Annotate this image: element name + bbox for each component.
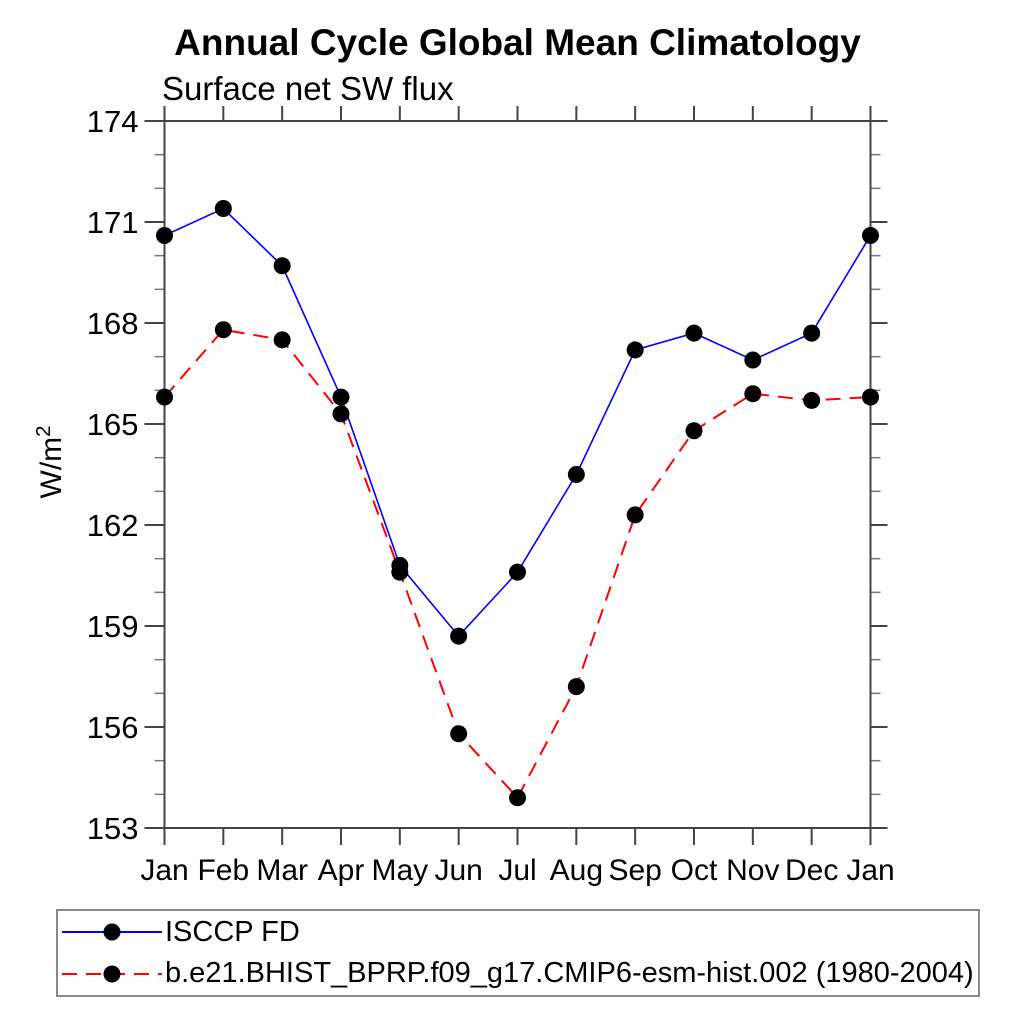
y-tick-label-168: 168 — [87, 306, 139, 341]
x-tick-label-7-Aug: Aug — [550, 854, 603, 887]
y-tick-label-162: 162 — [87, 508, 139, 543]
y-tick-label-174: 174 — [87, 104, 139, 139]
x-tick-label-2-Mar: Mar — [256, 854, 308, 887]
data-point-isccp-fd-Oct-9 — [685, 324, 703, 342]
x-tick-label-3-Apr: Apr — [318, 854, 365, 887]
data-point-model-run-Dec-11 — [803, 391, 821, 409]
x-tick-label-0-Jan: Jan — [140, 854, 188, 887]
legend-sample-solid-blue-line — [62, 923, 162, 941]
data-point-model-run-May-4 — [391, 563, 409, 581]
x-tick-label-9-Oct: Oct — [671, 854, 718, 887]
legend-sample-dashed-red-line — [62, 965, 162, 983]
data-point-isccp-fd-Mar-2 — [273, 257, 291, 275]
x-tick-label-8-Sep: Sep — [608, 854, 661, 887]
y-tick-label-153: 153 — [87, 811, 139, 846]
x-tick-label-11-Dec: Dec — [785, 854, 838, 887]
data-point-model-run-Apr-3 — [332, 405, 350, 423]
chart-subtitle: Surface net SW flux — [162, 70, 454, 107]
data-point-model-run-Jun-5 — [450, 725, 468, 743]
legend-entry-isccp-fd: ISCCP FD — [61, 912, 978, 952]
data-point-isccp-fd-Sep-8 — [626, 341, 644, 359]
x-tick-label-10-Nov: Nov — [726, 854, 779, 887]
data-point-model-run-Mar-2 — [273, 331, 291, 349]
plot-frame — [163, 120, 872, 829]
data-point-model-run-Jan-0 — [156, 388, 173, 406]
data-point-isccp-fd-Aug-7 — [567, 466, 585, 483]
legend-entry-model-run: b.e21.BHIST_BPRP.f09_g17.CMIP6-esm-hist.… — [61, 954, 978, 994]
legend-marker-dot — [103, 923, 121, 941]
data-point-model-run-Oct-9 — [685, 422, 703, 440]
data-point-model-run-Feb-1 — [214, 321, 232, 339]
x-tick-label-4-May: May — [371, 854, 428, 887]
legend-marker-dot — [103, 965, 121, 983]
data-point-model-run-Nov-10 — [744, 385, 762, 403]
data-point-isccp-fd-Nov-10 — [744, 351, 762, 369]
data-point-model-run-Sep-8 — [626, 506, 644, 524]
data-point-isccp-fd-Jul-6 — [509, 563, 526, 581]
x-tick-label-1-Feb: Feb — [197, 854, 249, 887]
chart-title: Annual Cycle Global Mean Climatology — [174, 22, 861, 63]
data-point-isccp-fd-Jun-5 — [450, 627, 468, 645]
legend-label-model-run: b.e21.BHIST_BPRP.f09_g17.CMIP6-esm-hist.… — [165, 957, 974, 990]
data-point-isccp-fd-Jan-12 — [862, 226, 879, 244]
y-tick-label-165: 165 — [87, 407, 139, 442]
y-tick-label-159: 159 — [87, 609, 139, 644]
legend-label-isccp-fd: ISCCP FD — [165, 915, 300, 948]
data-point-isccp-fd-Feb-1 — [214, 200, 232, 218]
x-tick-label-12-Jan: Jan — [846, 854, 894, 887]
y-tick-label-171: 171 — [87, 205, 139, 240]
data-point-isccp-fd-Jan-0 — [156, 226, 173, 244]
x-tick-label-5-Jun: Jun — [434, 854, 482, 887]
legend: ISCCP FD b.e21.BHIST_BPRP.f09_g17.CMIP6-… — [56, 909, 980, 997]
data-point-model-run-Jul-6 — [509, 789, 526, 807]
data-point-model-run-Aug-7 — [567, 678, 585, 696]
x-tick-label-6-Jul: Jul — [498, 854, 536, 887]
data-point-isccp-fd-Dec-11 — [803, 324, 821, 342]
y-tick-label-156: 156 — [87, 710, 139, 745]
data-point-isccp-fd-Apr-3 — [332, 388, 350, 406]
data-point-model-run-Jan-12 — [862, 388, 879, 406]
